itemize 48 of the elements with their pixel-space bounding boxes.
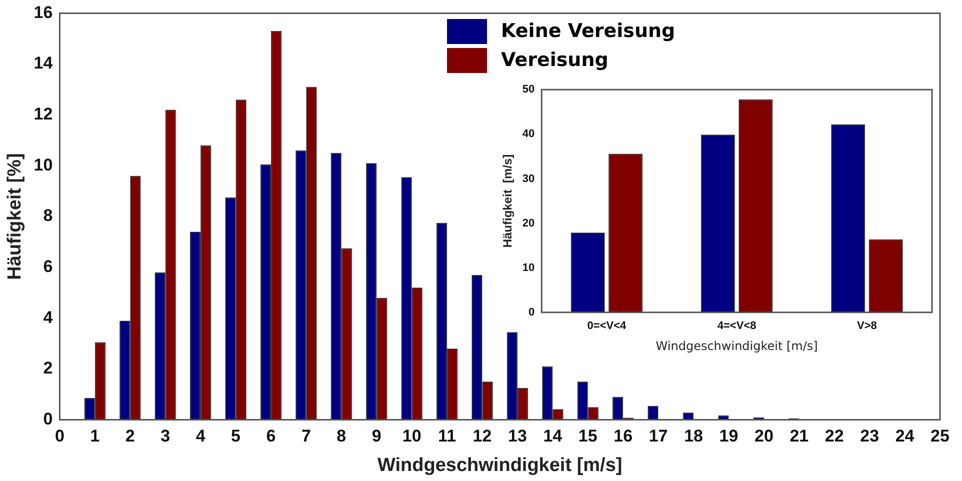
x-tick-label: 3 xyxy=(160,426,170,446)
x-tick-label: 16 xyxy=(614,426,633,446)
x-tick-label: 18 xyxy=(684,426,703,446)
y-tick-label: 8 xyxy=(43,206,53,226)
x-tick-label: 6 xyxy=(266,426,276,446)
x-tick-label: 23 xyxy=(860,426,880,446)
x-tick-label: 10 xyxy=(402,426,422,446)
legend-label: Vereisung xyxy=(501,48,608,74)
x-tick-label: 8 xyxy=(336,426,346,446)
x-tick-label: 5 xyxy=(231,426,240,446)
y-tick-label: 12 xyxy=(34,104,53,124)
x-tick-label: 19 xyxy=(719,426,738,446)
x-tick-label: 1 xyxy=(90,426,100,446)
x-axis-title: Windgeschwindigkeit [m/s] xyxy=(377,454,622,476)
y-tick-label: 6 xyxy=(43,257,53,276)
x-tick-label: 4=<V<8 xyxy=(717,320,756,332)
x-tick-label: 4 xyxy=(196,426,206,446)
x-tick-label: 14 xyxy=(543,426,563,446)
y-tick-label: 16 xyxy=(34,2,53,22)
x-tick-label: 21 xyxy=(790,426,809,446)
y-tick-label: 10 xyxy=(34,155,53,174)
x-tick-label: 7 xyxy=(301,426,311,446)
y-tick-label: 50 xyxy=(522,84,535,96)
x-tick-label: 20 xyxy=(754,426,774,446)
y-tick-label: 2 xyxy=(43,358,53,378)
x-tick-label: 0=<V<4 xyxy=(587,320,627,332)
y-axis-title: Häufigkeit [%] xyxy=(4,153,26,280)
y-tick-label: 10 xyxy=(522,262,535,274)
y-axis-title: Häufigkeit [m/s] xyxy=(500,154,515,248)
x-tick-label: 15 xyxy=(578,426,598,446)
x-axis-title: Windgeschwindigkeit [m/s] xyxy=(656,338,818,353)
y-tick-label: 20 xyxy=(522,217,535,230)
x-tick-label: 22 xyxy=(824,426,844,446)
x-tick-label: 11 xyxy=(438,426,456,446)
y-tick-label: 0 xyxy=(528,306,535,318)
x-tick-label: V>8 xyxy=(856,320,877,332)
x-tick-label: 17 xyxy=(648,426,668,446)
y-tick-label: 40 xyxy=(522,128,535,140)
x-tick-label: 2 xyxy=(125,426,135,446)
y-tick-label: 30 xyxy=(522,172,535,185)
x-tick-label: 12 xyxy=(472,426,492,446)
y-tick-label: 14 xyxy=(34,54,54,73)
x-tick-label: 9 xyxy=(372,426,382,446)
x-tick-label: 13 xyxy=(508,426,527,446)
x-tick-label: 25 xyxy=(930,426,950,446)
x-tick-label: 24 xyxy=(895,426,915,446)
y-tick-label: 0 xyxy=(43,409,53,428)
legend-label: Keine Vereisung xyxy=(501,19,676,44)
